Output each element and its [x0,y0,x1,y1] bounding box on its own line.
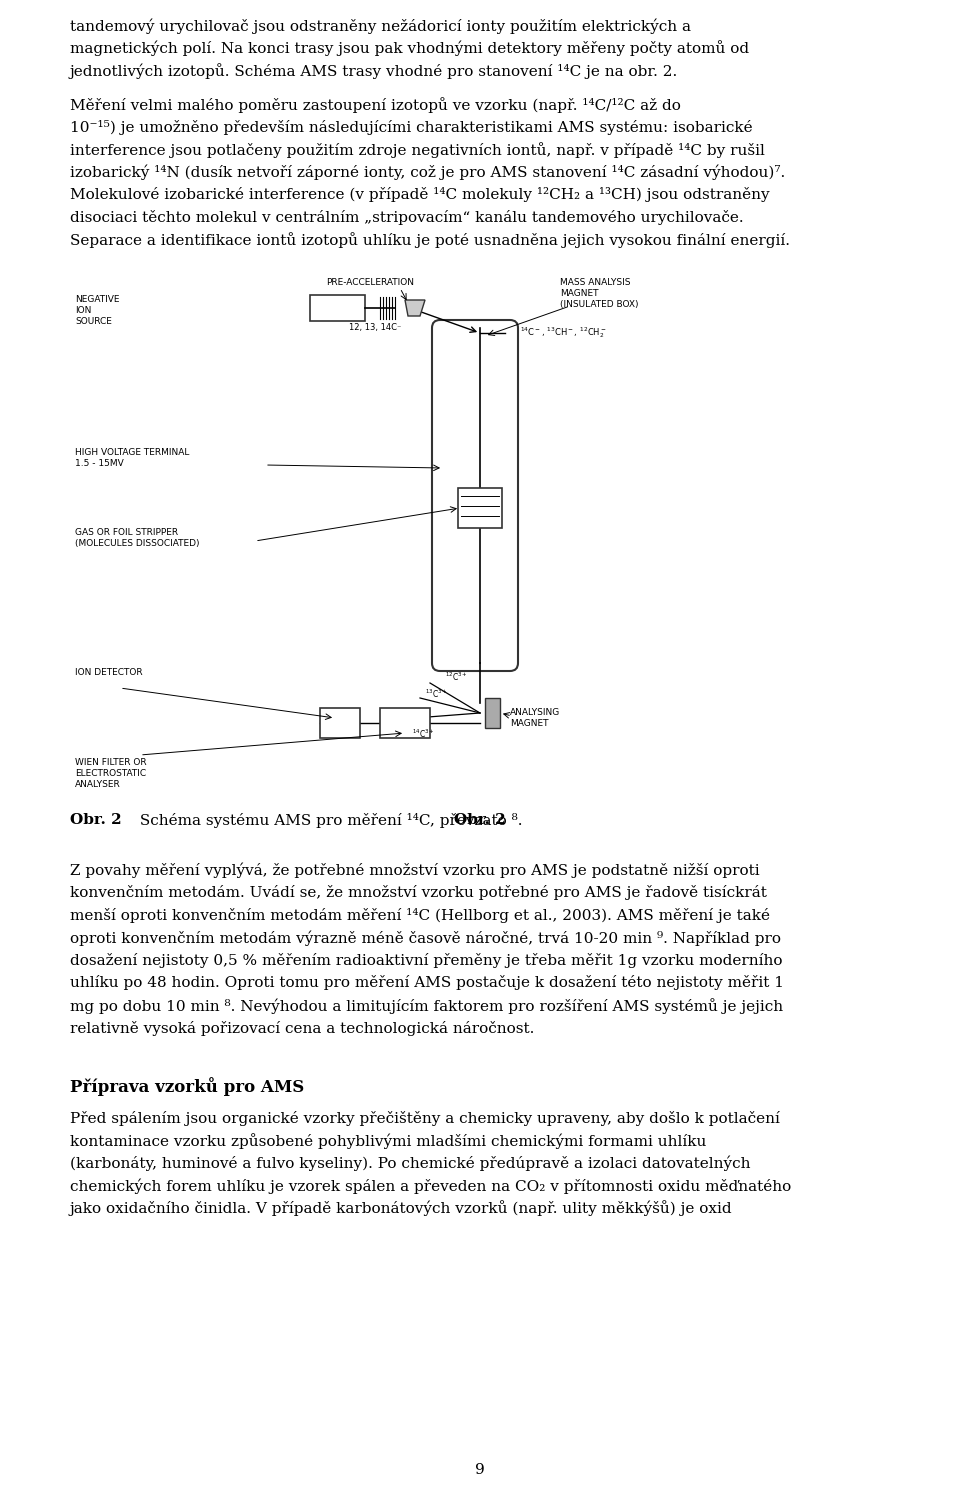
Bar [320,707,360,737]
Text: Příprava vzorků pro AMS: Příprava vzorků pro AMS [70,1077,304,1096]
Text: Separace a identifikace iontů izotopů uhlíku je poté usnadněna jejich vysokou fi: Separace a identifikace iontů izotopů uh… [70,233,790,248]
Text: Obr. 2: Obr. 2 [70,813,122,828]
Text: $^{12}$C$^{3+}$: $^{12}$C$^{3+}$ [445,671,468,683]
Text: tandemový urychilovač jsou odstraněny nežádoricí ionty použitím elektrických a: tandemový urychilovač jsou odstraněny ne… [70,18,691,33]
Text: GAS OR FOIL STRIPPER
(MOLECULES DISSOCIATED): GAS OR FOIL STRIPPER (MOLECULES DISSOCIA… [75,529,200,548]
Text: WIEN FILTER OR
ELECTROSTATIC
ANALYSER: WIEN FILTER OR ELECTROSTATIC ANALYSER [75,759,147,789]
Text: MASS ANALYSIS
MAGNET
(INSULATED BOX): MASS ANALYSIS MAGNET (INSULATED BOX) [560,278,638,309]
Text: 12, 13, 14C⁻: 12, 13, 14C⁻ [348,323,401,332]
Text: ION DETECTOR: ION DETECTOR [75,668,143,677]
Text: PRE-ACCELERATION: PRE-ACCELERATION [326,278,414,287]
Text: Schéma systému AMS pro měření ¹⁴C, převzato ⁸.: Schéma systému AMS pro měření ¹⁴C, převz… [135,813,522,828]
Text: HIGH VOLTAGE TERMINAL
1.5 - 15MV: HIGH VOLTAGE TERMINAL 1.5 - 15MV [75,448,189,469]
Text: $^{14}$C$^{3+}$: $^{14}$C$^{3+}$ [412,728,435,740]
Text: chemických forem uhlíku je vzorek spálen a převeden na CO₂ v přítomnosti oxidu m: chemických forem uhlíku je vzorek spálen… [70,1178,791,1194]
Text: menší oproti konvenčním metodám měření ¹⁴C (Hellborg et al., 2003). AMS měření j: menší oproti konvenčním metodám měření ¹… [70,909,770,924]
Text: Obr. 2: Obr. 2 [454,813,506,828]
FancyBboxPatch shape [432,320,518,671]
Text: $^{13}$C$^{3+}$: $^{13}$C$^{3+}$ [425,688,448,700]
Text: jednotlivých izotopů. Schéma AMS trasy vhodné pro stanovení ¹⁴C je na obr. 2.: jednotlivých izotopů. Schéma AMS trasy v… [70,63,679,80]
Text: relativně vysoká pořizovací cena a technologická náročnost.: relativně vysoká pořizovací cena a techn… [70,1020,535,1035]
Text: interference jsou potlačeny použitím zdroje negativních iontů, např. v případě ¹: interference jsou potlačeny použitím zdr… [70,143,765,158]
Text: Z povahy měření vyplývá, že potřebné množství vzorku pro AMS je podstatně nižší : Z povahy měření vyplývá, že potřebné mno… [70,864,759,879]
Text: disociaci těchto molekul v centrálním „stripovacím“ kanálu tandemového urychilov: disociaci těchto molekul v centrálním „s… [70,210,744,225]
Text: Měření velmi malého poměru zastoupení izotopů ve vzorku (např. ¹⁴C/¹²C až do: Měření velmi malého poměru zastoupení iz… [70,98,681,113]
Text: oproti konvenčním metodám výrazně méně časově náročné, trvá 10-20 min ⁹. Napříkl: oproti konvenčním metodám výrazně méně č… [70,931,781,946]
Text: izobarický ¹⁴N (dusík netvoří záporné ionty, což je pro AMS stanovení ¹⁴C zásadn: izobarický ¹⁴N (dusík netvoří záporné io… [70,165,785,180]
Bar [458,488,502,529]
Bar [310,294,365,321]
Text: Molekulové izobarické interference (v případě ¹⁴C molekuly ¹²CH₂ a ¹³CH) jsou od: Molekulové izobarické interference (v př… [70,188,770,203]
Text: 9: 9 [475,1463,485,1476]
Polygon shape [405,300,425,315]
Text: 10⁻¹⁵) je umožněno především následujícími charakteristikami AMS systému: isobar: 10⁻¹⁵) je umožněno především následující… [70,120,753,135]
Text: konvenčním metodám. Uvádí se, že množství vzorku potřebné pro AMS je řadově tisí: konvenčním metodám. Uvádí se, že množstv… [70,886,767,901]
Text: dosažení nejistoty 0,5 % měřením radioaktivní přeměny je třeba měřit 1g vzorku m: dosažení nejistoty 0,5 % měřením radioak… [70,952,782,967]
Text: Před spálením jsou organické vzorky přečištěny a chemicky upraveny, aby došlo k : Před spálením jsou organické vzorky přeč… [70,1110,780,1125]
Text: jako oxidačního činidla. V případě karbonátových vzorků (např. ulity měkkýšů) je: jako oxidačního činidla. V případě karbo… [70,1200,732,1217]
Text: magnetických polí. Na konci trasy jsou pak vhodnými detektory měřeny počty atomů: magnetických polí. Na konci trasy jsou p… [70,41,749,57]
Text: kontaminace vzorku způsobené pohyblivými mladšími chemickými formami uhlíku: kontaminace vzorku způsobené pohyblivými… [70,1133,707,1149]
Polygon shape [485,698,500,728]
Text: uhlíku po 48 hodin. Oproti tomu pro měření AMS postačuje k dosažení této nejisto: uhlíku po 48 hodin. Oproti tomu pro měře… [70,975,784,990]
Text: $^{14}$C$^-$, $^{13}$CH$^-$, $^{12}$CH$_2^-$: $^{14}$C$^-$, $^{13}$CH$^-$, $^{12}$CH$_… [520,324,607,339]
Text: mg po dobu 10 min ⁸. Nevýhodou a limitujícím faktorem pro rozšíření AMS systémů : mg po dobu 10 min ⁸. Nevýhodou a limituj… [70,997,783,1014]
Text: (karbonáty, huminové a fulvo kyseliny). Po chemické předúpravě a izolaci datovat: (karbonáty, huminové a fulvo kyseliny). … [70,1155,751,1172]
Text: NEGATIVE
ION
SOURCE: NEGATIVE ION SOURCE [75,294,119,326]
Text: ANALYSING
MAGNET: ANALYSING MAGNET [510,707,561,728]
Bar [380,707,430,737]
